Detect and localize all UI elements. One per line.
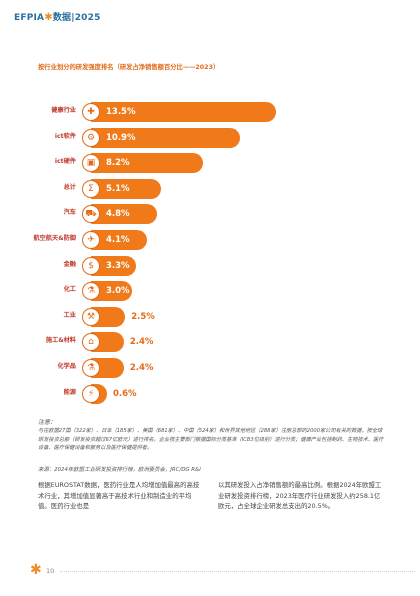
value-label: 2.5% [131, 311, 155, 322]
category-label: 汽车 [63, 209, 76, 217]
chart-row: 总计 Σ 5.1% [0, 178, 420, 200]
footer-star-icon: ✱ [30, 562, 42, 578]
finance-icon: $ [82, 256, 100, 275]
chart-row: ict软件 ⚙ 10.9% [0, 127, 420, 149]
bar [91, 178, 161, 199]
chart-row: 化学品 ⚗ 2.4% [0, 357, 420, 379]
category-label: 能源 [63, 388, 76, 396]
bar [91, 306, 126, 327]
airplane-icon: ✈ [82, 231, 100, 249]
value-label: 2.4% [129, 363, 154, 373]
header-title-left: EFPIA [14, 13, 45, 23]
chart-row: 工业 ⚒ 2.5% [0, 306, 420, 328]
value-label: 13.5% [106, 107, 136, 117]
hardware-icon: ▣ [82, 154, 100, 173]
category-label: 总计 [63, 183, 76, 191]
body-column-left: 根据EUROSTAT数据，医药行业是人均增加值最高的高技术行业，其增加值显著高于… [38, 481, 200, 510]
value-label: 3.0% [106, 286, 130, 297]
bar [91, 127, 241, 148]
value-label: 3.3% [106, 260, 130, 271]
category-label: 健康行业 [51, 107, 76, 114]
body-column-right: 以其研发投入占净销售额的最高比例。根据2024年欧盟工业研发投资排行榜，2023… [218, 481, 382, 510]
category-label: 工业 [63, 311, 76, 319]
bar [91, 281, 133, 302]
category-label: 化学品 [57, 363, 76, 370]
flask-icon: ⚗ [82, 359, 100, 377]
chemistry-icon: ⚗ [82, 282, 100, 301]
energy-icon: ⚡ [82, 384, 100, 403]
bar [91, 230, 148, 250]
category-label: 施工&材料 [45, 337, 76, 345]
category-label: 航空航天&防御 [33, 235, 76, 242]
category-label: ict硬件 [54, 158, 76, 166]
category-label: 金融 [63, 260, 76, 268]
note-title: 注意： [38, 419, 57, 426]
car-icon: ⛟ [82, 205, 100, 224]
footer-divider [60, 571, 415, 572]
software-icon: ⚙ [82, 128, 100, 147]
value-label: 4.1% [106, 235, 130, 245]
value-label: 4.8% [106, 209, 130, 220]
chart-row: 健康行业 ✚ 13.5% [0, 101, 420, 123]
value-label: 2.4% [129, 337, 154, 348]
industry-icon: ⚒ [82, 307, 100, 326]
chart-row: 化工 ⚗ 3.0% [0, 280, 420, 302]
category-label: ict软件 [54, 132, 76, 140]
chart-row: 施工&材料 ⌂ 2.4% [0, 331, 420, 353]
value-label: 5.1% [106, 183, 130, 194]
total-icon: Σ [82, 179, 100, 198]
bar [91, 204, 157, 225]
header-title-right: 数据|2025 [52, 13, 101, 23]
chart-row: 航空航天&防御 ✈ 4.1% [0, 229, 420, 251]
value-label: 10.9% [106, 132, 136, 143]
health-icon: ✚ [82, 103, 100, 121]
construction-icon: ⌂ [82, 333, 100, 352]
page-number: 10 [46, 567, 55, 575]
chart-row: 能源 ⚡ 0.6% [0, 383, 420, 405]
page-header: EFPIA✱数据|2025 [14, 10, 101, 23]
chart-row: 汽车 ⛟ 4.8% [0, 203, 420, 225]
source-text: 来源：2024年欧盟工业研发投资排行榜，欧洲委员会，JRC/DG R&I [38, 467, 201, 473]
bar [91, 255, 137, 276]
chart-title: 按行业划分的研发强度排名（研发占净销售额百分比——2023） [38, 64, 220, 71]
value-label: 8.2% [106, 158, 130, 169]
bar [91, 153, 204, 174]
chart-row: ict硬件 ▣ 8.2% [0, 152, 420, 174]
star-icon: ✱ [44, 12, 53, 23]
category-label: 化工 [63, 286, 76, 294]
value-label: 0.6% [113, 388, 137, 399]
chart-row: 金融 $3.3% [0, 255, 420, 277]
bar [91, 102, 276, 122]
note-text: 与在欧盟27国（322家）、日本（185家）、美国（681家）、中国（524家）… [38, 428, 384, 451]
bar [91, 358, 124, 378]
